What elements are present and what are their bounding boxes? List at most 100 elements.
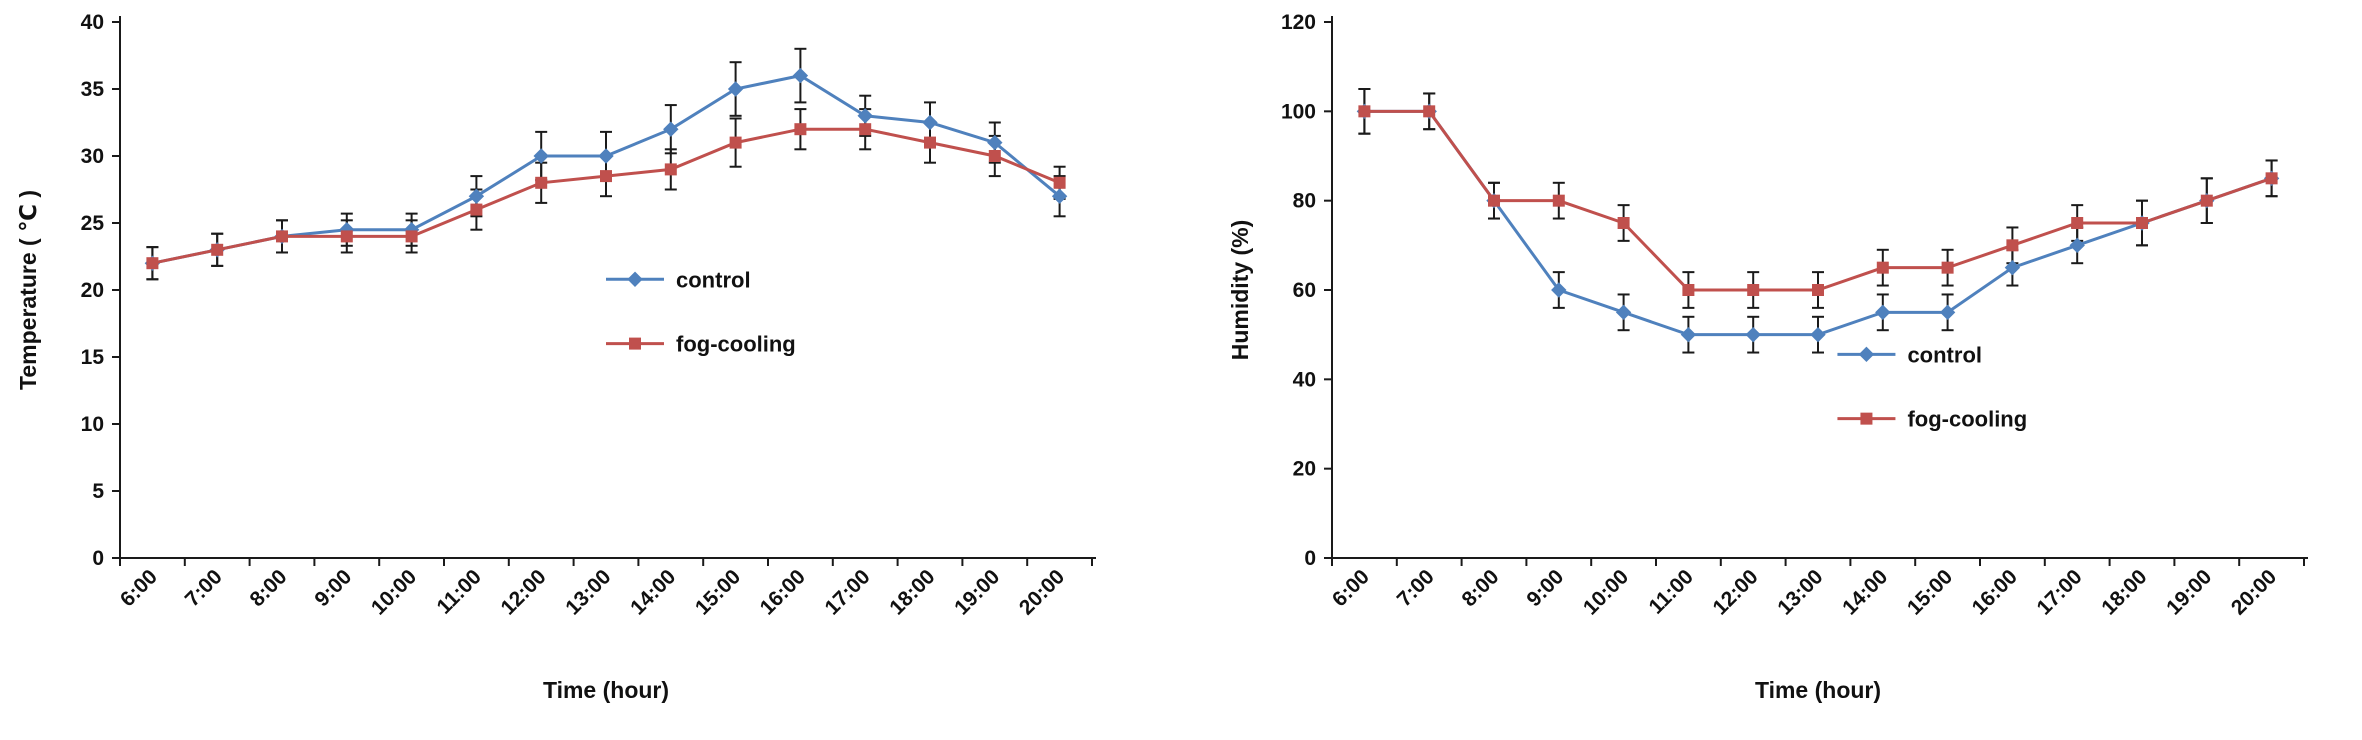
diamond-marker xyxy=(1745,326,1761,343)
square-marker xyxy=(1812,284,1824,296)
diamond-marker xyxy=(533,148,549,164)
temperature-chart-svg: 0 5 10 15 20 25 30 35 40 6:00 7:00 8:00 9:00 10:00 11:… xyxy=(15,11,1096,703)
x-tick-label: 17:00 xyxy=(820,565,874,619)
y-tick-label: 120 xyxy=(1281,11,1316,34)
square-marker xyxy=(2006,239,2019,252)
x-tick-label: 16:00 xyxy=(756,565,810,619)
y-tick-label: 80 xyxy=(1293,190,1316,213)
y-tick-label: 25 xyxy=(81,212,105,235)
x-tick-label: 15:00 xyxy=(691,565,745,619)
diamond-marker xyxy=(627,271,643,287)
x-tick-label: 18:00 xyxy=(885,565,939,619)
x-tick-label: 11:00 xyxy=(1645,565,1698,618)
y-tick-label: 5 xyxy=(92,480,104,503)
fog-cooling-markers xyxy=(1358,105,2278,296)
legend-label: fog-cooling xyxy=(1907,407,2027,432)
fog-cooling-line xyxy=(1364,109,2273,292)
diamond-marker xyxy=(1858,346,1875,363)
y-tick-label: 60 xyxy=(1293,279,1316,302)
x-tick-label: 9:00 xyxy=(1522,565,1568,611)
y-tick-label: 0 xyxy=(1304,547,1316,570)
x-tick-label: 6:00 xyxy=(1328,565,1374,611)
square-marker xyxy=(1552,194,1565,207)
square-marker xyxy=(794,123,807,136)
square-marker xyxy=(729,136,742,149)
x-tick-label: 20:00 xyxy=(1015,565,1069,619)
x-tick-label: 7:00 xyxy=(1393,565,1439,611)
humidity-chart: 0 20 40 60 80 100 120 6:00 7:00 8:00 9:00 10:00 11:0… xyxy=(1212,0,2362,740)
x-tick-label: 13:00 xyxy=(1773,565,1827,619)
x-tick-label: 20:00 xyxy=(2227,565,2281,619)
x-tick-label: 14:00 xyxy=(1838,565,1892,619)
diamond-marker xyxy=(987,134,1003,151)
tick-labels: 0 5 10 15 20 25 30 35 40 6:00 7:00 8:00 9:00 10:00 11:… xyxy=(81,11,1069,620)
square-marker xyxy=(1941,261,1954,274)
diamond-marker xyxy=(922,114,938,131)
x-tick-label: 12:00 xyxy=(496,565,550,619)
x-tick-label: 7:00 xyxy=(181,565,227,611)
x-tick-label: 8:00 xyxy=(246,565,292,611)
x-axis-title: Time (hour) xyxy=(1755,677,1881,703)
x-tick-label: 8:00 xyxy=(1458,565,1504,611)
tick-labels: 0 20 40 60 80 100 120 6:00 7:00 8:00 9:00 10:00 11:0… xyxy=(1281,11,2281,620)
square-marker xyxy=(1747,284,1760,296)
x-tick-label: 17:00 xyxy=(2032,565,2086,619)
diamond-marker xyxy=(1875,304,1891,321)
square-marker xyxy=(276,230,288,243)
square-marker xyxy=(988,150,1001,162)
humidity-chart-svg: 0 20 40 60 80 100 120 6:00 7:00 8:00 9:00 10:00 11:0… xyxy=(1227,11,2308,703)
axes xyxy=(112,16,1096,566)
square-marker xyxy=(340,230,353,243)
legend-label: control xyxy=(1907,342,1982,367)
diamond-marker xyxy=(663,121,679,137)
diamond-marker xyxy=(598,148,614,164)
diamond-marker xyxy=(1551,282,1567,298)
square-marker xyxy=(2136,217,2148,229)
square-marker xyxy=(1876,261,1889,274)
x-tick-label: 16:00 xyxy=(1968,565,2022,619)
x-tick-label: 15:00 xyxy=(1903,565,1957,619)
legend: control fog-cooling xyxy=(606,267,796,357)
y-tick-label: 35 xyxy=(81,78,105,101)
square-marker xyxy=(1488,194,1500,207)
x-tick-label: 10:00 xyxy=(1579,565,1633,619)
x-tick-label: 10:00 xyxy=(367,565,421,619)
square-marker xyxy=(405,230,418,243)
x-tick-label: 14:00 xyxy=(626,565,680,619)
diamond-marker xyxy=(2069,237,2085,254)
x-tick-label: 13:00 xyxy=(561,565,615,619)
square-marker xyxy=(1682,284,1695,296)
square-marker xyxy=(600,170,612,183)
square-marker xyxy=(470,203,483,216)
y-tick-label: 40 xyxy=(1293,368,1316,391)
y-tick-label: 30 xyxy=(81,145,104,168)
square-marker xyxy=(146,257,159,270)
square-marker xyxy=(1053,176,1066,189)
x-tick-label: 9:00 xyxy=(310,565,356,611)
square-marker xyxy=(211,243,224,256)
diamond-marker xyxy=(1939,304,1956,321)
y-axis-title: Humidity (%) xyxy=(1227,220,1253,361)
x-tick-label: 6:00 xyxy=(116,565,162,611)
diamond-marker xyxy=(857,108,873,124)
diamond-marker xyxy=(727,81,744,97)
square-marker xyxy=(1860,412,1873,425)
y-tick-label: 20 xyxy=(81,279,104,302)
y-tick-label: 100 xyxy=(1281,100,1316,123)
square-marker xyxy=(859,123,872,136)
y-axis-title: Temperature ( ℃ ) xyxy=(15,190,41,390)
x-axis-title: Time (hour) xyxy=(543,677,669,703)
diamond-marker xyxy=(1810,326,1826,343)
square-marker xyxy=(664,163,677,176)
square-marker xyxy=(2071,217,2084,229)
diamond-marker xyxy=(1051,188,1068,204)
square-marker xyxy=(2265,172,2278,185)
square-marker xyxy=(629,337,641,350)
square-marker xyxy=(924,136,936,149)
x-tick-label: 19:00 xyxy=(950,565,1004,619)
diamond-marker xyxy=(792,67,809,84)
y-tick-label: 10 xyxy=(81,413,104,436)
square-marker xyxy=(535,176,548,189)
legend-label: fog-cooling xyxy=(676,332,796,357)
